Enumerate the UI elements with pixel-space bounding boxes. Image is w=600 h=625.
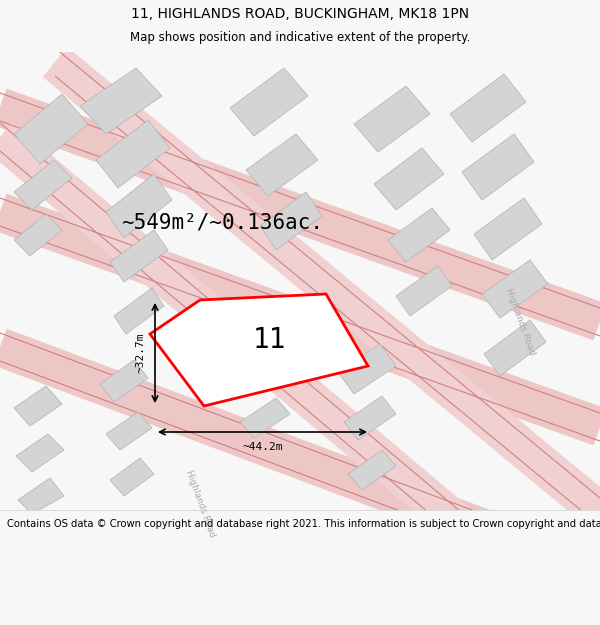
- Polygon shape: [246, 134, 318, 196]
- Polygon shape: [96, 120, 170, 188]
- Polygon shape: [150, 294, 368, 406]
- Polygon shape: [338, 344, 396, 394]
- Polygon shape: [260, 192, 322, 250]
- Text: ~549m²/~0.136ac.: ~549m²/~0.136ac.: [121, 212, 323, 232]
- Polygon shape: [230, 68, 308, 136]
- Polygon shape: [106, 412, 152, 450]
- Polygon shape: [114, 288, 164, 334]
- Polygon shape: [348, 450, 396, 490]
- Text: Map shows position and indicative extent of the property.: Map shows position and indicative extent…: [130, 31, 470, 44]
- Polygon shape: [450, 74, 526, 142]
- Text: 11, HIGHLANDS ROAD, BUCKINGHAM, MK18 1PN: 11, HIGHLANDS ROAD, BUCKINGHAM, MK18 1PN: [131, 8, 469, 21]
- Polygon shape: [374, 148, 444, 210]
- Text: 11: 11: [253, 326, 286, 354]
- Polygon shape: [354, 86, 430, 152]
- Polygon shape: [110, 458, 154, 496]
- Polygon shape: [14, 160, 72, 210]
- Polygon shape: [344, 396, 396, 440]
- Polygon shape: [110, 230, 168, 282]
- Polygon shape: [474, 198, 542, 260]
- Polygon shape: [100, 360, 148, 402]
- Polygon shape: [14, 386, 62, 426]
- Polygon shape: [396, 266, 452, 316]
- Polygon shape: [484, 320, 546, 376]
- Text: Contains OS data © Crown copyright and database right 2021. This information is : Contains OS data © Crown copyright and d…: [7, 519, 600, 529]
- Text: Highlands Road: Highlands Road: [184, 469, 217, 539]
- Polygon shape: [14, 94, 88, 164]
- Polygon shape: [388, 208, 450, 262]
- Polygon shape: [16, 434, 64, 472]
- Polygon shape: [18, 478, 64, 514]
- Text: Highlands Road: Highlands Road: [503, 288, 536, 357]
- Polygon shape: [240, 398, 290, 438]
- Polygon shape: [14, 214, 62, 256]
- Text: ~32.7m: ~32.7m: [136, 332, 146, 373]
- Polygon shape: [106, 174, 172, 238]
- Text: ~44.2m: ~44.2m: [242, 442, 283, 452]
- Polygon shape: [462, 134, 534, 200]
- Polygon shape: [482, 260, 548, 318]
- Polygon shape: [80, 68, 162, 134]
